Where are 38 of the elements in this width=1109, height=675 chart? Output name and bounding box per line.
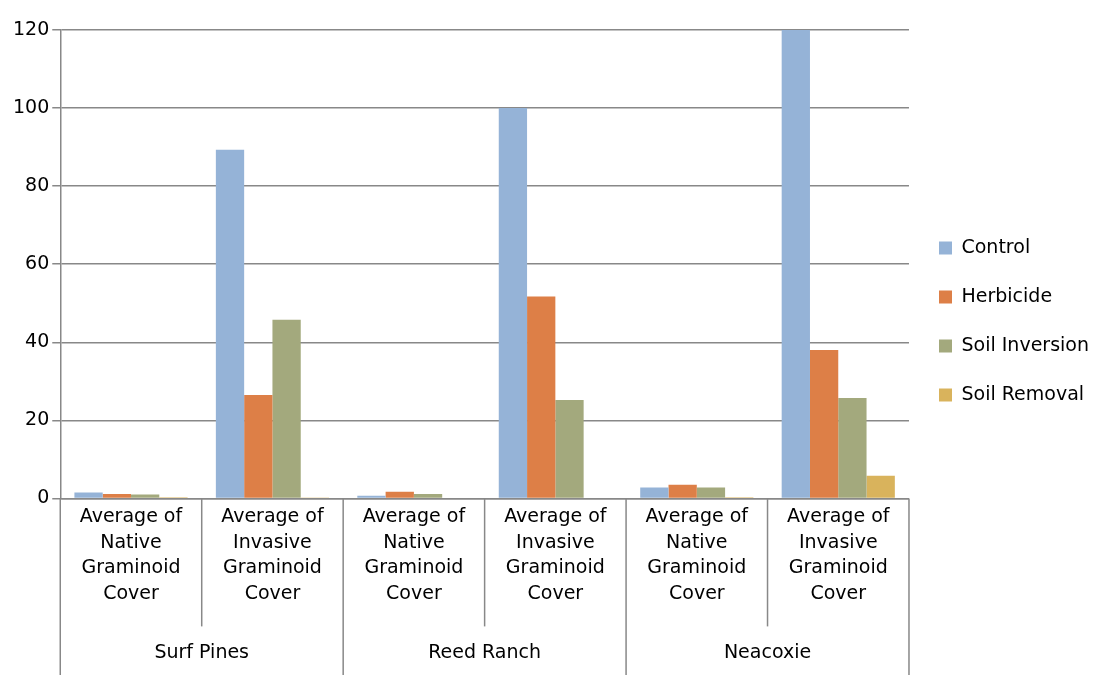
x-tick-label: Average of Invasive Graminoid Cover <box>221 504 325 604</box>
y-tick-label: 20 <box>25 407 50 430</box>
x-tick-label: Average of Invasive Graminoid Cover <box>787 504 891 604</box>
bar <box>413 494 443 498</box>
x-tick-label: Average of Native Graminoid Cover <box>645 504 750 604</box>
y-tick-label: 60 <box>25 251 50 274</box>
bar <box>838 398 867 498</box>
bar <box>498 108 528 498</box>
y-tick-label: 0 <box>37 485 50 508</box>
bar <box>74 492 103 498</box>
x-tick-label: Average of Invasive Graminoid Cover <box>504 504 608 604</box>
bar <box>555 400 584 498</box>
bar <box>781 30 810 498</box>
x-tick-label: Average of Native Graminoid Cover <box>79 504 184 604</box>
bar <box>527 296 556 498</box>
legend-label: Soil Removal <box>961 381 1085 404</box>
bar <box>272 319 301 498</box>
bar <box>640 487 669 498</box>
text: Reed Ranch <box>428 640 542 663</box>
y-tick-label: 100 <box>13 95 50 117</box>
bar <box>866 475 895 498</box>
bar <box>385 491 414 498</box>
legend-label: Control <box>961 234 1031 257</box>
y-tick-label: 40 <box>25 329 50 352</box>
bar <box>215 149 245 498</box>
text: Neacoxie <box>723 640 812 663</box>
y-tick-label: 120 <box>13 16 50 39</box>
bar <box>102 494 131 498</box>
text: Surf Pines <box>154 640 250 663</box>
legend-label: Soil Inversion <box>961 332 1090 355</box>
bar <box>244 394 273 498</box>
bar <box>130 494 160 498</box>
bar <box>696 487 726 498</box>
bar <box>668 484 697 498</box>
y-tick-label: 80 <box>25 173 50 196</box>
bar <box>809 350 839 498</box>
x-tick-label: Average of Native Graminoid Cover <box>362 504 467 604</box>
legend-label: Herbicide <box>961 283 1053 306</box>
